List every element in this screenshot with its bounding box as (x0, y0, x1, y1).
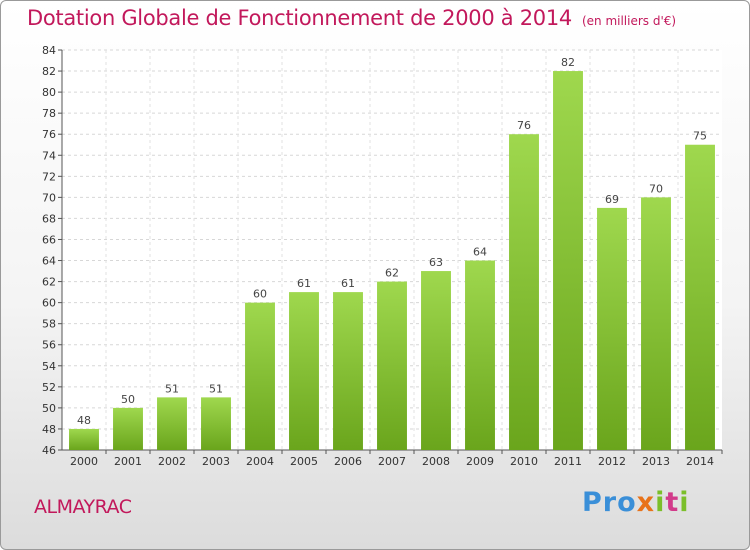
y-tick-label: 76 (42, 128, 56, 141)
bar (377, 281, 407, 450)
y-tick-label: 84 (42, 44, 56, 57)
data-label: 60 (253, 288, 267, 301)
y-tick-label: 64 (42, 255, 56, 268)
data-label: 61 (297, 277, 311, 290)
y-tick-label: 74 (42, 149, 56, 162)
bar (245, 302, 275, 450)
y-tick-label: 50 (42, 402, 56, 415)
x-tick-label: 2007 (378, 455, 406, 468)
bar (289, 292, 319, 450)
data-label: 64 (473, 246, 487, 259)
y-tick-label: 70 (42, 191, 56, 204)
data-label: 69 (605, 193, 619, 206)
bar (553, 71, 583, 450)
data-label: 76 (517, 119, 531, 132)
bar (641, 197, 671, 450)
y-tick-label: 60 (42, 297, 56, 310)
x-tick-label: 2013 (642, 455, 670, 468)
x-tick-label: 2011 (554, 455, 582, 468)
x-tick-label: 2006 (334, 455, 362, 468)
data-label: 51 (165, 382, 179, 395)
data-label: 70 (649, 182, 663, 195)
bar (157, 397, 187, 450)
x-tick-label: 2008 (422, 455, 450, 468)
data-label: 75 (693, 130, 707, 143)
bar (465, 260, 495, 450)
y-tick-label: 78 (42, 107, 56, 120)
x-tick-label: 2010 (510, 455, 538, 468)
logo-part: i (679, 487, 690, 518)
bar (509, 134, 539, 451)
y-tick-label: 62 (42, 276, 56, 289)
data-label: 51 (209, 382, 223, 395)
bar (421, 271, 451, 450)
y-tick-label: 82 (42, 65, 56, 78)
data-label: 82 (561, 56, 575, 69)
y-tick-label: 80 (42, 86, 56, 99)
data-label: 61 (341, 277, 355, 290)
y-tick-label: 52 (42, 381, 56, 394)
bar (113, 407, 143, 450)
bar (69, 428, 99, 450)
bar (597, 207, 627, 450)
logo-part: i (655, 487, 666, 518)
x-tick-label: 2000 (70, 455, 98, 468)
y-tick-label: 54 (42, 360, 56, 373)
x-tick-label: 2003 (202, 455, 230, 468)
y-tick-label: 46 (42, 444, 56, 457)
y-tick-label: 56 (42, 339, 56, 352)
bar (201, 397, 231, 450)
logo-part: Pro (582, 487, 637, 518)
y-tick-label: 68 (42, 212, 56, 225)
x-tick-label: 2004 (246, 455, 274, 468)
x-tick-label: 2014 (686, 455, 714, 468)
x-tick-label: 2001 (114, 455, 142, 468)
y-tick-label: 72 (42, 170, 56, 183)
town-name: ALMAYRAC (34, 496, 132, 518)
y-tick-label: 48 (42, 423, 56, 436)
x-tick-label: 2012 (598, 455, 626, 468)
logo-part: t (665, 487, 680, 518)
data-label: 63 (429, 256, 443, 269)
data-label: 62 (385, 267, 399, 280)
proxiti-logo: Proxiti (582, 487, 690, 518)
x-tick-label: 2009 (466, 455, 494, 468)
data-label: 50 (121, 393, 135, 406)
bar (333, 292, 363, 450)
bar (685, 144, 715, 450)
x-tick-label: 2005 (290, 455, 318, 468)
chart-subtitle: (en milliers d'€) (581, 14, 677, 28)
x-tick-label: 2002 (158, 455, 186, 468)
logo-part: x (636, 487, 656, 518)
data-label: 48 (77, 414, 91, 427)
y-tick-label: 66 (42, 233, 56, 246)
chart-title-main: Dotation Globale de Fonctionnement de 20… (27, 6, 572, 30)
chart-title: Dotation Globale de Fonctionnement de 20… (27, 6, 676, 30)
y-tick-label: 58 (42, 318, 56, 331)
